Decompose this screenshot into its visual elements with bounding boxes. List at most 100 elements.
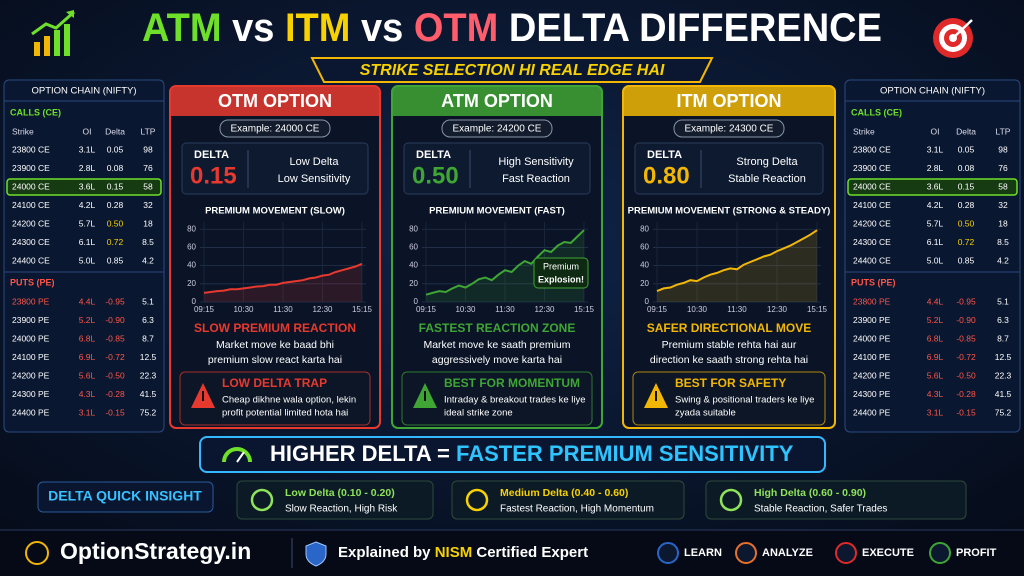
nism: NISM: [435, 544, 473, 561]
ltp: 22.3: [140, 370, 157, 380]
brand-icon: [25, 541, 49, 565]
ltp: 32: [143, 200, 153, 210]
example-pill: [441, 119, 553, 138]
tip-box: [179, 371, 371, 426]
oi: 6.1L: [927, 237, 944, 247]
delta: -0.50: [105, 370, 125, 380]
ltp: 5.1: [997, 296, 1009, 306]
calls-label: CALLS (CE): [851, 107, 902, 117]
x-tick-label: 15:15: [352, 305, 373, 314]
tip-text: Intraday & breakout trades ke liye: [444, 395, 586, 406]
ltp: 32: [998, 200, 1008, 210]
y-tick-label: 80: [187, 224, 196, 233]
delta: -0.15: [956, 407, 976, 417]
strike: 24100 PE: [12, 352, 50, 362]
reaction-text: premium slow react karta hai: [208, 354, 342, 366]
delta: -0.95: [105, 296, 125, 306]
panel-box: [844, 79, 1021, 433]
line-area: [657, 230, 817, 302]
strike: 23800 CE: [853, 144, 891, 154]
delta: -0.15: [105, 407, 125, 417]
insight-title: Medium Delta (0.40 - 0.60): [500, 487, 628, 499]
delta: -0.72: [105, 352, 125, 362]
title-part: vs: [361, 6, 403, 50]
column-header: Delta: [105, 126, 125, 136]
oi: 5.6L: [927, 370, 944, 380]
strike: 24200 PE: [12, 370, 50, 380]
ltp: 76: [998, 163, 1008, 173]
ltp: 75.2: [140, 407, 157, 417]
y-tick-label: 60: [640, 243, 649, 252]
delta-label: DELTA: [416, 149, 451, 161]
reaction-text: direction ke saath strong rehta hai: [650, 354, 808, 366]
y-tick-label: 80: [409, 224, 418, 233]
chart-title: PREMIUM MOVEMENT (FAST): [429, 206, 565, 217]
delta: 0.50: [958, 218, 975, 228]
target-icon: [933, 18, 973, 58]
ltp: 22.3: [995, 370, 1012, 380]
strike: 23800 PE: [12, 296, 50, 306]
delta: 0.05: [958, 144, 975, 154]
y-tick-label: 20: [409, 279, 418, 288]
insight-text: Slow Reaction, High Risk: [285, 504, 398, 515]
premium-line: [203, 262, 363, 294]
shield-icon: [305, 541, 327, 567]
calls-label: CALLS (CE): [10, 107, 61, 117]
strike: 23900 PE: [12, 315, 50, 325]
card-header: [392, 86, 602, 116]
oi: 4.4L: [79, 296, 96, 306]
delta-box: [181, 142, 369, 195]
y-tick-label: 40: [409, 261, 418, 270]
delta-value: 0.15: [190, 162, 237, 189]
delta: -0.90: [105, 315, 125, 325]
y-tick-label: 20: [640, 279, 649, 288]
oi: 6.8L: [79, 333, 96, 343]
subtitle-ribbon: [310, 57, 714, 83]
insight-icon: [719, 488, 743, 512]
x-tick-label: 10:30: [455, 305, 476, 314]
delta-label: DELTA: [647, 149, 682, 161]
tip-text: profit potential limited hota hai: [222, 408, 348, 419]
ltp: 8.7: [142, 333, 154, 343]
oi: 4.4L: [927, 296, 944, 306]
oi: 5.2L: [79, 315, 96, 325]
strike: 24400 CE: [853, 255, 891, 265]
delta: -0.28: [956, 389, 976, 399]
certified: Certified Expert: [476, 544, 588, 561]
ltp: 98: [143, 144, 153, 154]
banner-text: HIGHER DELTA = FASTER PREMIUM SENSITIVIT…: [270, 441, 794, 466]
selected-row: [847, 178, 1018, 196]
oi: 4.3L: [927, 389, 944, 399]
oi: 6.9L: [927, 352, 944, 362]
strike: 24300 CE: [853, 237, 891, 247]
option-chain-panel: OPTION CHAIN (NIFTY) CALLS (CE) Strike OI De…: [844, 79, 1021, 433]
y-tick-label: 0: [192, 297, 197, 306]
delta-description: Fast Reaction: [502, 173, 570, 185]
card-title: OTM OPTION: [218, 91, 332, 111]
x-tick-label: 15:15: [574, 305, 595, 314]
y-tick-label: 20: [187, 279, 196, 288]
x-tick-label: 11:30: [727, 305, 747, 314]
selected-row: [6, 178, 162, 196]
ltp: 76: [143, 163, 153, 173]
insight-text: Fastest Reaction, High Momentum: [500, 504, 654, 515]
delta: -0.72: [956, 352, 976, 362]
y-tick-label: 40: [187, 261, 196, 270]
premium-line: [425, 229, 585, 296]
card-header: [623, 86, 835, 116]
nav-icon: [835, 542, 857, 564]
insight-label-box: [37, 481, 214, 513]
y-tick-label: 0: [414, 297, 419, 306]
delta: 0.28: [107, 200, 124, 210]
insight-item: [236, 480, 434, 520]
strike: 24000 PE: [853, 333, 891, 343]
x-tick-label: 09:15: [194, 305, 215, 314]
nav-label: PROFIT: [956, 547, 997, 559]
oi: 3.1L: [927, 144, 944, 154]
title-part: vs: [232, 6, 274, 50]
strike: 24100 CE: [12, 200, 50, 210]
header: ATM vs ITM vs OTM DELTA DIFFERENCE STRIKE…: [142, 6, 882, 83]
strike: 23900 CE: [853, 163, 891, 173]
column-header: LTP: [141, 126, 156, 136]
